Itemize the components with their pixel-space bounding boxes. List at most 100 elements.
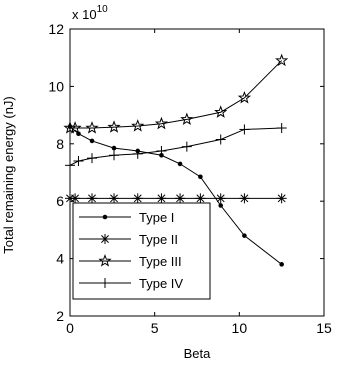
legend-marker <box>100 278 110 288</box>
legend-entry: Type I <box>79 210 174 225</box>
data-point <box>215 193 226 204</box>
legend-label: Type IV <box>139 276 183 291</box>
y-multiplier-exponent: 10 <box>97 4 109 15</box>
data-point <box>156 145 167 156</box>
marker-star <box>131 119 145 132</box>
data-point <box>70 193 81 204</box>
y-multiplier-base: x 10 <box>72 7 97 22</box>
marker-dot <box>279 262 284 267</box>
legend: Type I Type II Type III Type IV <box>72 202 211 300</box>
data-point <box>109 150 120 161</box>
marker-star <box>180 112 194 126</box>
y-tick-label: 4 <box>56 251 64 267</box>
data-point <box>195 193 206 204</box>
marker-dot <box>102 214 108 220</box>
x-axis-label: Beta <box>184 346 212 361</box>
data-point <box>215 134 226 145</box>
marker-ast-d2 <box>88 194 96 203</box>
data-point <box>239 193 250 204</box>
legend-label: Type II <box>139 232 178 247</box>
series-line <box>70 60 283 129</box>
marker-ast-d2 <box>240 194 249 203</box>
data-point <box>132 193 143 204</box>
data-point <box>109 193 120 204</box>
marker-dot <box>76 131 81 137</box>
marker-star <box>275 53 289 67</box>
y-tick-label: 10 <box>48 78 64 94</box>
data-point <box>181 141 192 152</box>
legend-label: Type I <box>139 210 174 225</box>
data-point <box>237 90 252 104</box>
marker-dot <box>177 161 183 167</box>
axes: 0 5 10 15 2 4 6 8 10 12 <box>48 21 332 336</box>
legend-marker <box>98 254 112 267</box>
marker-star <box>85 121 99 134</box>
data-point <box>198 174 203 180</box>
data-point <box>132 148 143 159</box>
data-point <box>73 156 84 167</box>
marker-dot <box>198 174 203 180</box>
marker-star <box>237 90 252 104</box>
marker-ast-d2 <box>196 194 205 203</box>
legend-entry: Type II <box>79 232 178 247</box>
data-point <box>107 120 121 133</box>
data-point <box>242 233 247 238</box>
legend-label: Type III <box>139 254 182 269</box>
marker-star <box>98 254 112 267</box>
x-tick-label: 5 <box>151 320 159 336</box>
marker-ast-d2 <box>101 235 109 243</box>
data-point <box>218 203 224 208</box>
data-point <box>276 193 287 204</box>
series-type-iii <box>63 53 289 134</box>
data-point <box>131 119 145 132</box>
legend-marker <box>100 234 110 244</box>
y-axis-label: Total remaining energy (nJ) <box>1 96 16 254</box>
marker-star <box>154 116 169 130</box>
data-point <box>85 121 99 134</box>
legend-marker <box>102 214 108 220</box>
marker-ast-d2 <box>176 194 185 203</box>
legend-entry: Type III <box>79 254 182 269</box>
data-point <box>68 121 82 134</box>
data-point <box>276 123 287 134</box>
y-tick-label: 8 <box>56 136 64 152</box>
marker-dot <box>89 138 95 144</box>
marker-ast-d2 <box>157 194 166 203</box>
marker-ast-d2 <box>216 194 225 203</box>
data-point <box>156 193 167 204</box>
y-multiplier-label: x 1010 <box>72 4 108 22</box>
series-line <box>69 127 282 166</box>
data-point <box>87 193 98 204</box>
x-tick-label: 10 <box>232 320 248 336</box>
marker-dot <box>242 233 247 238</box>
legend-entry: Type IV <box>79 276 183 291</box>
data-point <box>111 145 117 151</box>
data-point <box>214 105 228 118</box>
data-point <box>175 193 186 204</box>
data-point <box>239 124 250 135</box>
data-point <box>89 138 95 144</box>
marker-ast-d2 <box>110 194 118 203</box>
data-point <box>76 131 81 137</box>
marker-dot <box>218 203 224 208</box>
data-point <box>180 112 194 126</box>
y-tick-label: 12 <box>48 21 64 37</box>
marker-ast-d2 <box>133 194 142 203</box>
marker-dot <box>111 145 117 151</box>
marker-star <box>68 121 82 134</box>
data-point <box>279 262 284 267</box>
axes-box <box>69 28 325 317</box>
x-tick-label: 15 <box>316 320 332 336</box>
data-point <box>154 116 169 130</box>
marker-star <box>107 120 121 133</box>
y-tick-label: 2 <box>56 308 64 324</box>
x-tick-label: 0 <box>66 320 74 336</box>
data-point <box>275 53 289 67</box>
data-point <box>177 161 183 167</box>
marker-ast-d2 <box>277 194 286 203</box>
data-point <box>87 153 98 164</box>
y-tick-label: 6 <box>56 193 64 209</box>
marker-star <box>214 105 228 118</box>
